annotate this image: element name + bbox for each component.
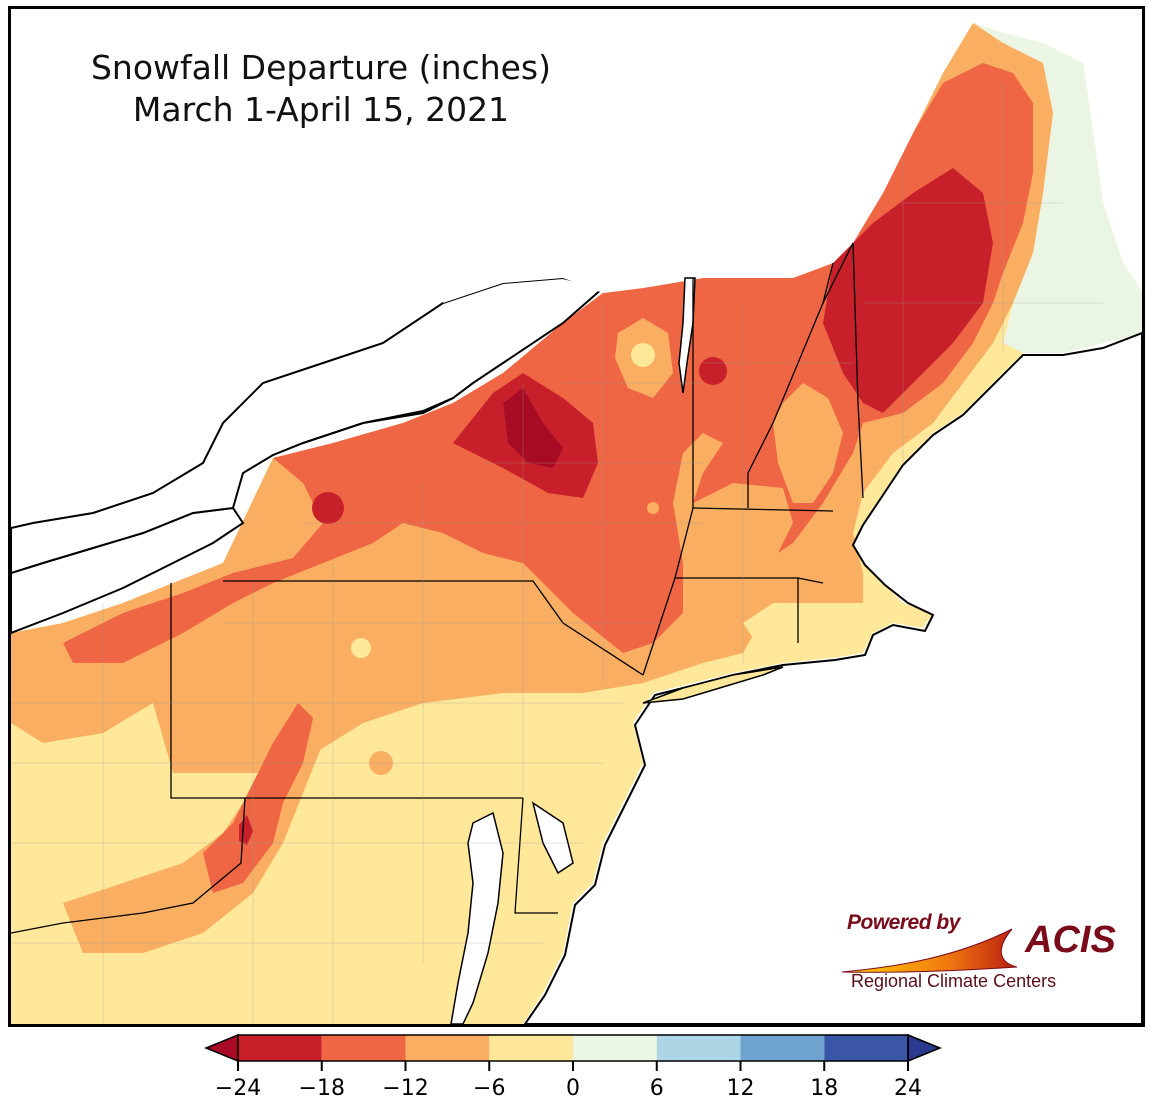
acis-swoosh-icon bbox=[841, 928, 1018, 973]
lake-champlain bbox=[678, 277, 696, 394]
chesapeake-bay bbox=[450, 811, 504, 1024]
colorbar-tick-label: 12 bbox=[727, 1076, 755, 1101]
region-bin-0-6 bbox=[973, 23, 1142, 353]
snowfall-map bbox=[11, 9, 1142, 1024]
colorbar-tick-label: 24 bbox=[894, 1076, 922, 1101]
atlantic-ocean bbox=[523, 331, 1142, 1024]
long-island bbox=[642, 666, 784, 704]
map-frame: Snowfall Departure (inches) March 1-Apri… bbox=[8, 6, 1145, 1027]
colorbar-tick-label: −12 bbox=[382, 1076, 428, 1101]
colorbar-bin bbox=[656, 1035, 741, 1061]
colorbar-bins bbox=[204, 1033, 942, 1063]
colorbar-bin bbox=[321, 1035, 406, 1061]
region-spot-pa-1 bbox=[351, 638, 371, 658]
colorbar-under-arrow bbox=[204, 1033, 239, 1063]
region-spot-pa-3 bbox=[647, 502, 659, 514]
powered-by-label: Powered by bbox=[847, 911, 960, 934]
county-lines bbox=[11, 83, 1103, 1024]
colorbar-bin bbox=[489, 1035, 573, 1061]
regional-climate-centers-label: Regional Climate Centers bbox=[851, 971, 1057, 991]
colorbar-tick-label: −24 bbox=[215, 1076, 261, 1101]
region-darkest-ny bbox=[503, 388, 563, 468]
region-bin-lt-neg18-maine bbox=[823, 168, 993, 413]
colorbar-legend: −24 −18 −12 −6 0 6 12 18 24 bbox=[204, 1033, 942, 1101]
colorbar-ticks: −24 −18 −12 −6 0 6 12 18 24 bbox=[215, 1061, 922, 1101]
colorbar-bin bbox=[238, 1035, 322, 1061]
state-borders bbox=[11, 242, 864, 934]
title-line-1: Snowfall Departure (inches) bbox=[90, 48, 552, 87]
map-title: Snowfall Departure (inches) March 1-Apri… bbox=[41, 47, 601, 131]
region-spot-nw-ny bbox=[312, 492, 344, 524]
canada-north bbox=[443, 9, 963, 303]
colorbar-bin bbox=[824, 1035, 908, 1061]
region-spot-vt bbox=[699, 357, 727, 385]
colorbar-tick-label: 18 bbox=[810, 1076, 838, 1101]
colorbar-tick-label: −18 bbox=[299, 1076, 345, 1101]
colorbar-tick-label: −6 bbox=[473, 1076, 505, 1101]
colorbar-bin bbox=[740, 1035, 825, 1061]
region-pocket-adirondacks-inner bbox=[631, 343, 655, 367]
colorbar-over-arrow bbox=[907, 1033, 942, 1063]
acis-logo: Powered by ACIS Regional Climate Centers bbox=[837, 907, 1127, 1002]
colorbar-tick-label: 6 bbox=[650, 1076, 664, 1101]
region-pocket-nh bbox=[773, 383, 843, 503]
delaware-bay bbox=[531, 801, 574, 875]
colorbar-bin bbox=[405, 1035, 490, 1061]
title-line-2: March 1-April 15, 2021 bbox=[132, 90, 510, 129]
colorbar-bin bbox=[573, 1035, 657, 1061]
colorbar-tick-label: 0 bbox=[566, 1076, 580, 1101]
acis-wordmark: ACIS bbox=[1025, 919, 1116, 961]
region-pocket-ct bbox=[743, 603, 833, 653]
region-bin-neg18-neg12 bbox=[63, 63, 1033, 663]
lake-huron-edge bbox=[11, 9, 473, 528]
